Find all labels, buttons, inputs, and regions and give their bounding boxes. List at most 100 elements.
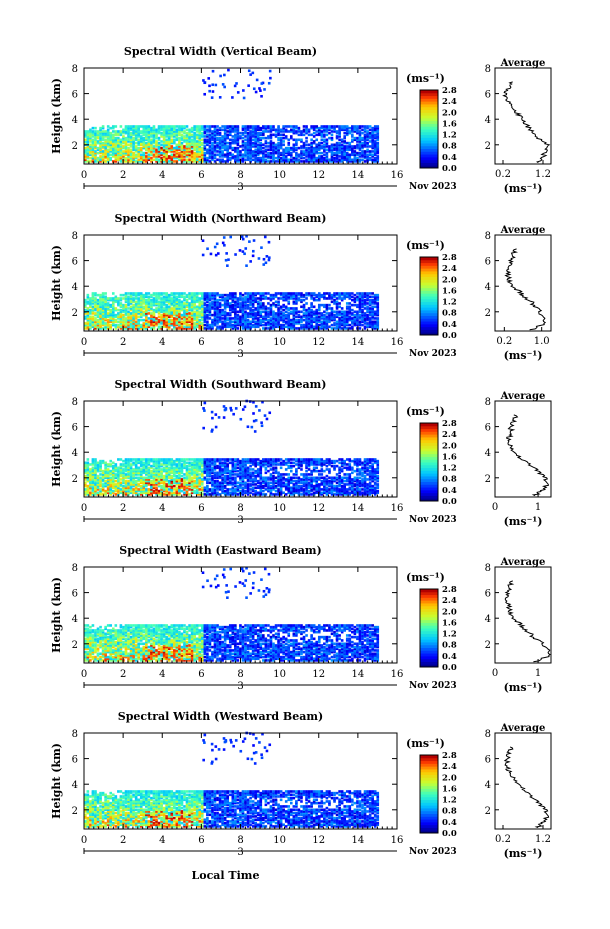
heatmap-cell [323, 150, 326, 153]
heatmap-cell [200, 126, 204, 130]
heatmap-cell [292, 308, 296, 312]
heatmap-cell [150, 300, 153, 304]
heatmap-cell [287, 307, 291, 310]
heatmap-cell [195, 312, 199, 315]
heatmap-cell [147, 320, 151, 324]
heatmap-cell [200, 133, 204, 137]
avg-y-tick-label: 4 [485, 115, 491, 126]
x-tick-label: 16 [391, 337, 404, 348]
heatmap-cell [246, 153, 250, 157]
heatmap-cell [272, 295, 275, 299]
heatmap-cell [162, 298, 166, 302]
heatmap-cell [282, 150, 285, 153]
heatmap-cell [343, 145, 346, 148]
heatmap-cell [310, 126, 313, 130]
heatmap-cell [178, 308, 181, 312]
heatmap-cell [351, 308, 354, 312]
heatmap-cell [358, 136, 362, 140]
heatmap-cell [251, 158, 255, 162]
heatmap-cell [152, 308, 156, 312]
heatmap-cell [340, 140, 344, 143]
heatmap-cell [152, 292, 156, 295]
heatmap-cell [99, 476, 102, 480]
heatmap-cell [361, 128, 364, 132]
heatmap-cell [300, 146, 303, 150]
heatmap-cell [333, 143, 336, 147]
heatmap-cell [101, 126, 105, 130]
heatmap-cell [302, 146, 306, 150]
heatmap-cell [185, 302, 189, 305]
heatmap-cell [101, 322, 105, 325]
heatmap-cell [94, 155, 97, 158]
heatmap-cell [157, 145, 161, 148]
heatmap-cell [348, 327, 352, 330]
heatmap-cell [216, 146, 219, 150]
heatmap-cell [239, 136, 242, 140]
heatmap-cell [198, 322, 202, 325]
heatmap-cell [109, 126, 113, 130]
heatmap-cell [254, 160, 257, 163]
heatmap-cell [236, 322, 240, 325]
heatmap-cell [208, 317, 212, 320]
heatmap-cell [358, 141, 362, 145]
heatmap-cell [86, 484, 90, 488]
heatmap-cell [244, 128, 247, 132]
heatmap-cell [264, 292, 268, 295]
heatmap-cell [157, 143, 161, 147]
heatmap-cell [114, 300, 118, 304]
heatmap-cell [206, 310, 209, 314]
panel-1: Spectral Width (Vertical Beam)0 2 4 6 8 10 12 1… [50, 45, 552, 195]
heatmap-cell [343, 292, 346, 295]
heatmap-cell [236, 155, 240, 158]
avg-y-tick-label: 8 [485, 64, 491, 75]
heatmap-cell [366, 160, 369, 163]
heatmap-cell [259, 318, 263, 322]
heatmap-cell [129, 153, 133, 157]
heatmap-cell [162, 315, 166, 319]
heatmap-cell [178, 153, 181, 157]
heatmap-cell [351, 295, 354, 299]
heatmap-cell [122, 307, 125, 310]
heatmap-cell [211, 135, 214, 138]
heatmap-cell [358, 140, 362, 143]
x-tick-label: 4 [159, 337, 165, 348]
heatmap-cell [241, 320, 245, 324]
heatmap-cell [134, 322, 138, 325]
heatmap-cell [218, 136, 222, 140]
heatmap-cell [216, 305, 219, 309]
heatmap-cell [165, 141, 168, 145]
heatmap-cell [292, 128, 296, 132]
heatmap-cell [267, 153, 270, 157]
heatmap-cell [99, 293, 102, 297]
heatmap-cell [256, 140, 260, 143]
colorbar-segment [420, 148, 438, 152]
heatmap-cell [259, 293, 263, 297]
heatmap-cell [129, 300, 133, 304]
heatmap-cell [206, 317, 209, 320]
heatmap-cell [157, 318, 161, 322]
heatmap-cell [173, 126, 176, 130]
heatmap-cell [190, 146, 194, 150]
heatmap-cell [246, 158, 250, 162]
heatmap-cell [111, 133, 115, 137]
heatmap-cell [180, 126, 184, 130]
heatmap-cell [351, 292, 354, 295]
heatmap-cell [254, 150, 257, 153]
heatmap-cell [145, 300, 148, 304]
heatmap-cell [173, 295, 176, 299]
heatmap-cell [356, 295, 359, 299]
heatmap-cell [259, 315, 263, 319]
heatmap-cell [132, 461, 135, 465]
heatmap-cell [279, 307, 283, 310]
heatmap-cell [178, 145, 181, 148]
heatmap-cell [137, 131, 141, 135]
heatmap-cell [241, 155, 245, 158]
heatmap-cell [254, 136, 257, 140]
heatmap-cell [269, 143, 273, 147]
heatmap-cell [279, 318, 283, 322]
heatmap-cell [221, 293, 224, 297]
heatmap-cell [124, 140, 128, 143]
heatmap-cell [208, 302, 212, 305]
heatmap-cell [193, 297, 196, 300]
heatmap-cell [173, 131, 176, 135]
